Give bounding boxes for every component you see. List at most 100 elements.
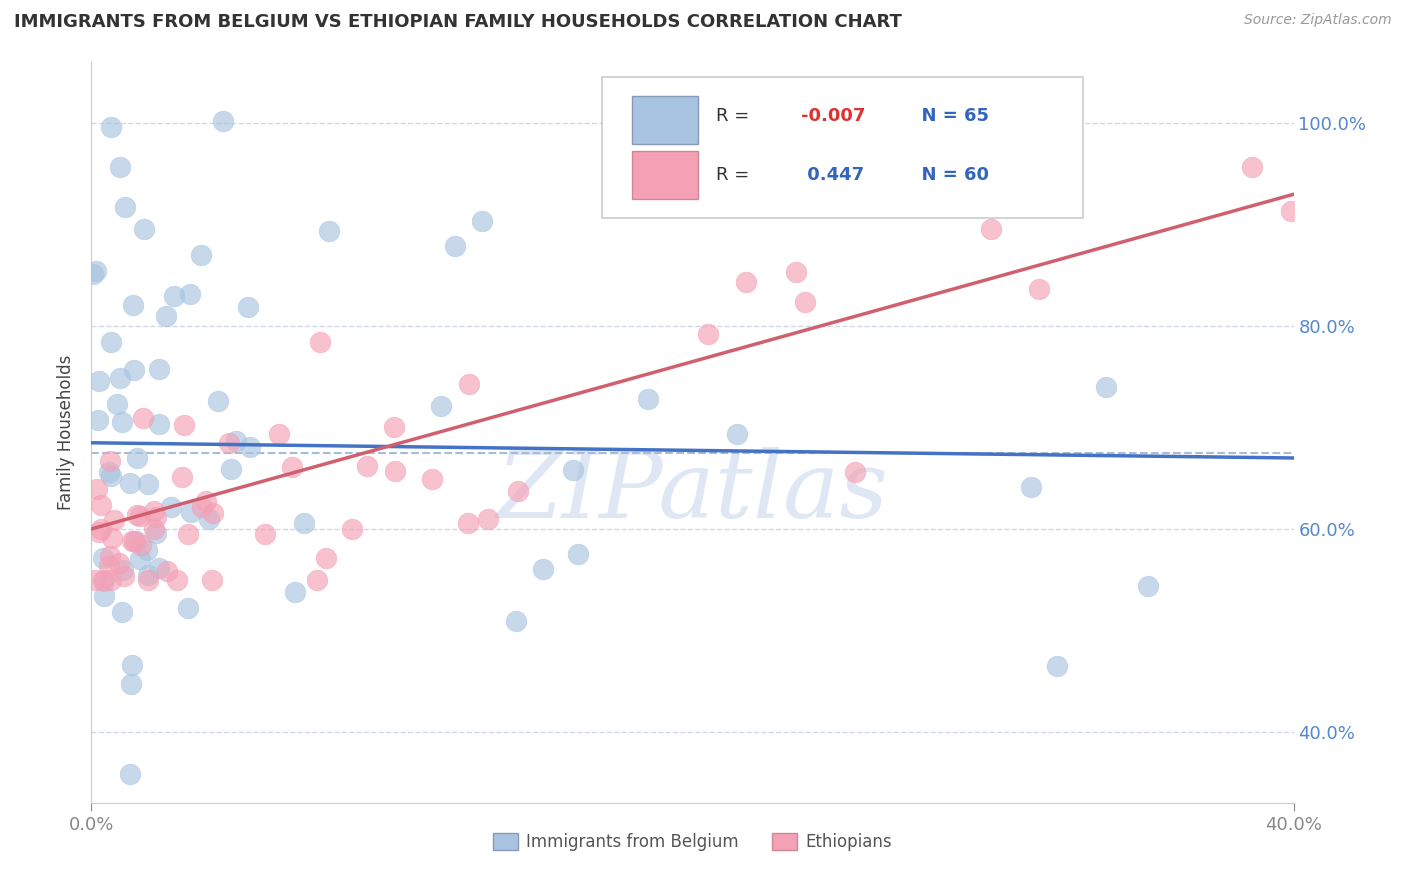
Point [254,527,277,541]
Point [531,562,554,576]
Point [195,493,218,508]
Point [138,477,160,491]
Point [218,436,240,450]
Point [1240,161,1263,175]
Point [785,265,807,279]
Point [90,498,112,512]
Point [457,516,479,530]
Point [93,589,115,603]
Point [124,533,146,548]
Text: N = 65: N = 65 [908,107,988,125]
Point [177,600,200,615]
Text: 0.447: 0.447 [800,166,863,184]
Point [1298,136,1320,151]
Point [122,298,145,312]
Point [128,509,150,524]
Point [212,114,235,128]
Point [98,549,121,564]
Point [637,392,659,406]
Point [84,264,107,278]
Point [318,224,340,238]
Point [292,516,315,531]
Point [120,767,142,781]
Point [444,238,467,252]
Point [307,573,329,587]
Point [794,295,817,310]
Text: Source: ZipAtlas.com: Source: ZipAtlas.com [1244,13,1392,28]
Point [420,472,443,486]
Point [129,551,152,566]
Point [89,525,111,540]
Point [1279,204,1302,219]
Point [125,533,148,548]
Point [1329,180,1351,194]
Point [177,527,200,541]
Point [384,464,406,478]
Point [122,363,145,377]
Point [145,509,167,524]
Point [125,451,148,466]
Point [201,573,224,587]
Point [225,434,247,449]
Point [477,512,499,526]
Point [1046,659,1069,673]
Point [82,267,104,281]
Point [114,200,136,214]
Point [180,505,202,519]
Text: IMMIGRANTS FROM BELGIUM VS ETHIOPIAN FAMILY HOUSEHOLDS CORRELATION CHART: IMMIGRANTS FROM BELGIUM VS ETHIOPIAN FAM… [14,13,901,31]
Point [111,563,134,577]
Point [91,551,114,566]
Point [382,419,405,434]
Point [281,460,304,475]
Point [121,533,143,548]
Point [197,512,219,526]
Point [315,550,337,565]
Point [132,411,155,425]
Point [342,522,364,536]
Point [239,441,262,455]
Point [142,503,165,517]
Point [506,484,529,499]
Point [100,468,122,483]
Point [148,417,170,432]
Point [1028,282,1050,296]
Point [190,248,212,262]
Point [430,400,453,414]
Point [166,573,188,587]
Point [207,394,229,409]
Point [1019,480,1042,494]
Point [191,500,214,514]
Point [112,569,135,583]
Point [145,525,167,540]
Point [93,574,115,588]
Point [727,427,749,442]
Point [980,222,1002,236]
Point [86,482,108,496]
Text: -0.007: -0.007 [800,107,865,125]
Point [136,568,159,582]
Point [267,426,290,441]
Point [135,542,157,557]
Point [103,514,125,528]
Point [111,415,134,429]
Text: R =: R = [717,107,755,125]
Bar [633,95,699,144]
Point [121,658,143,673]
Point [100,335,122,350]
Point [107,397,129,411]
Point [136,573,159,587]
Point [155,564,177,578]
Point [120,476,142,491]
Point [696,326,718,341]
FancyBboxPatch shape [602,78,1083,218]
Point [458,377,481,392]
Point [1137,579,1160,593]
Point [163,289,186,303]
Point [93,573,115,587]
Point [98,453,121,467]
Point [111,605,134,619]
Point [202,507,225,521]
Point [844,466,866,480]
Point [108,371,131,385]
Point [309,334,332,349]
